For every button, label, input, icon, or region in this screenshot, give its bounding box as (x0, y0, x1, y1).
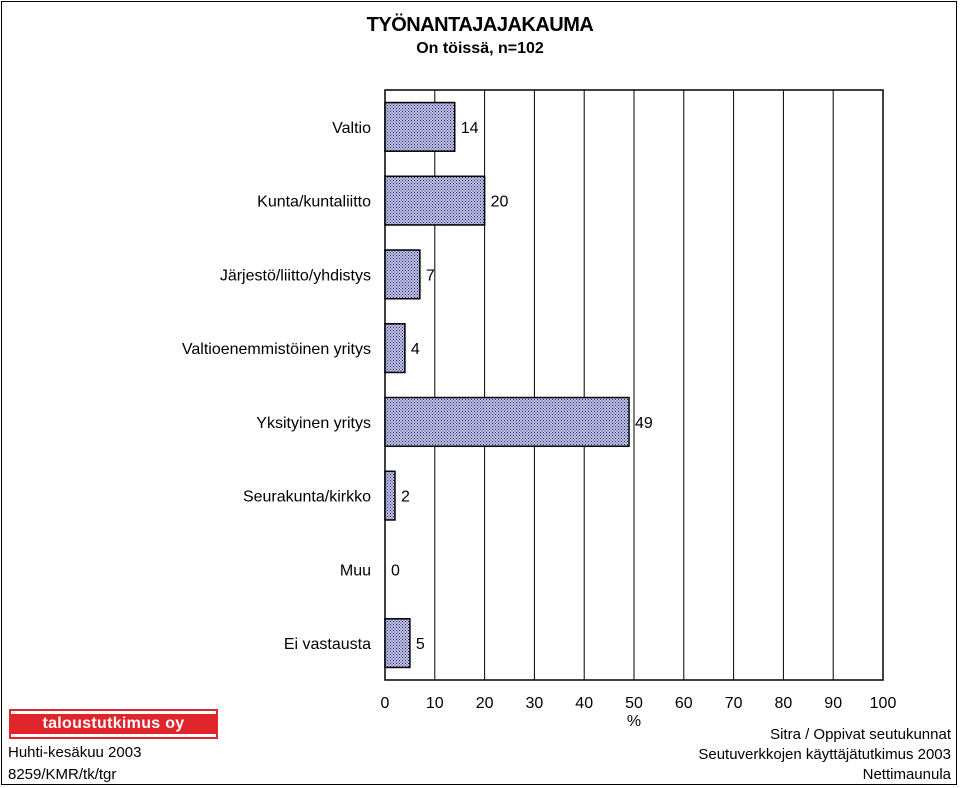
category-label: Ei vastausta (284, 636, 371, 653)
x-tick-label: 40 (575, 695, 593, 712)
category-label: Muu (340, 562, 371, 579)
footer-date: Huhti-kesäkuu 2003 (8, 744, 142, 761)
category-label: Valtio (332, 120, 371, 137)
data-label: 7 (426, 267, 435, 284)
bar (384, 396, 630, 447)
x-tick-label: 70 (725, 695, 743, 712)
bar (384, 618, 411, 669)
bar (384, 175, 486, 226)
footer-client: Sitra / Oppivat seutukunnat (770, 726, 951, 743)
footer-study: Seutuverkkojen käyttäjätutkimus 2003 (698, 746, 951, 763)
bar (384, 249, 421, 300)
company-logo: taloustutkimus oy (9, 709, 218, 739)
data-label: 49 (635, 415, 653, 432)
data-label: 0 (391, 562, 400, 579)
footer-code: 8259/KMR/tk/tgr (8, 766, 117, 783)
bar (384, 470, 396, 521)
data-label: 2 (401, 489, 410, 506)
x-tick-label: 20 (476, 695, 494, 712)
chart-title: TYÖNANTAJAJAKAUMA (366, 14, 594, 36)
x-tick-label: 30 (526, 695, 544, 712)
x-tick-label: 100 (870, 695, 897, 712)
x-axis-label: % (627, 713, 641, 730)
bar (384, 323, 406, 374)
category-label: Valtioenemmistöinen yritys (182, 341, 371, 358)
x-tick-label: 60 (675, 695, 693, 712)
category-label: Yksityinen yritys (256, 415, 371, 432)
bar (384, 101, 456, 152)
category-label: Seurakunta/kirkko (243, 489, 371, 506)
x-tick-label: 10 (426, 695, 444, 712)
data-label: 4 (411, 341, 420, 358)
x-tick-label: 90 (824, 695, 842, 712)
category-label: Kunta/kuntaliitto (257, 194, 371, 211)
data-label: 5 (416, 636, 425, 653)
x-tick-label: 50 (625, 695, 643, 712)
x-tick-label: 80 (775, 695, 793, 712)
category-label: Järjestö/liitto/yhdistys (220, 267, 371, 284)
data-label: 20 (491, 194, 509, 211)
chart-subtitle: On töissä, n=102 (416, 40, 544, 57)
x-tick-label: 0 (381, 695, 390, 712)
logo-text: taloustutkimus oy (42, 715, 185, 732)
data-label: 14 (461, 120, 479, 137)
footer-area: Nettimaunula (862, 766, 951, 783)
